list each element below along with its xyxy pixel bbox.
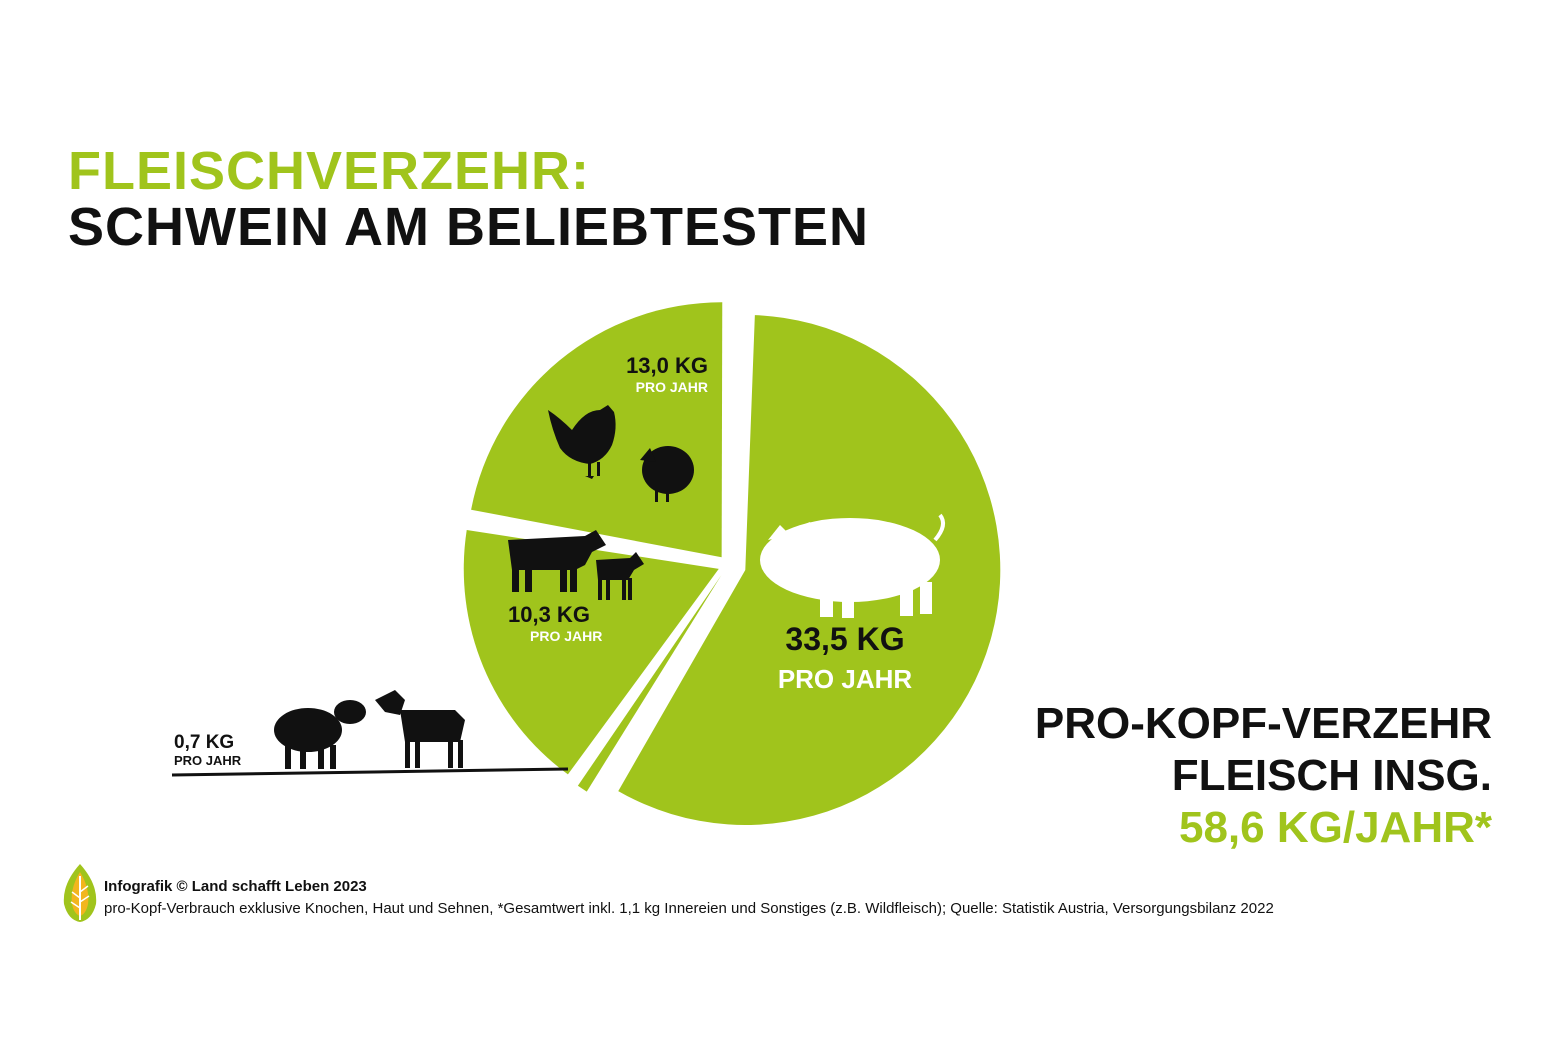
beef-unit-label: PRO JAHR xyxy=(530,628,602,644)
footer-note: pro-Kopf-Verbrauch exklusive Knochen, Ha… xyxy=(104,900,1274,917)
poultry-value-label: 13,0 KG xyxy=(626,353,708,378)
lamb-baseline xyxy=(171,767,569,777)
chicken-and-turkey-icon xyxy=(548,405,694,502)
svg-text:PRO JAHR: PRO JAHR xyxy=(636,379,708,395)
footer-credit: Infografik © Land schafft Leben 2023 xyxy=(104,878,367,895)
svg-text:10,3 KG: 10,3 KG xyxy=(508,602,590,627)
pig-icon xyxy=(760,513,946,618)
lamb-value-label: 0,7 KG xyxy=(174,732,234,753)
svg-text:PRO JAHR: PRO JAHR xyxy=(778,664,913,694)
total-value: 58,6 KG/JAHR* xyxy=(1178,803,1492,852)
svg-text:33,5 KG: 33,5 KG xyxy=(785,621,904,657)
pig-value-label: 33,5 KG xyxy=(785,621,904,657)
total-line-2: FLEISCH INSG. xyxy=(1171,751,1492,800)
total-consumption: PRO-KOPF-VERZEHR FLEISCH INSG. 58,6 KG/J… xyxy=(1035,698,1492,854)
title-line-2: SCHWEIN AM BELIEBTESTEN xyxy=(68,197,870,257)
leaf-logo-icon xyxy=(63,864,97,922)
sheep-and-goat-icon xyxy=(274,690,465,769)
cow-and-calf-icon xyxy=(508,530,644,600)
svg-text:0,7 KG: 0,7 KG xyxy=(174,732,234,753)
footer: Infografik © Land schafft Leben 2023 pro… xyxy=(104,876,1274,920)
pig-unit-label: PRO JAHR xyxy=(778,664,913,694)
poultry-unit-label: PRO JAHR xyxy=(636,379,708,395)
svg-text:PRO JAHR: PRO JAHR xyxy=(530,628,602,644)
pie-slice-lamb xyxy=(577,575,722,792)
svg-text:13,0 KG: 13,0 KG xyxy=(626,353,708,378)
total-line-1: PRO-KOPF-VERZEHR xyxy=(1034,699,1492,748)
title-line-1: FLEISCHVERZEHR: xyxy=(68,141,591,201)
svg-text:PRO JAHR: PRO JAHR xyxy=(174,753,242,768)
lamb-unit-label: PRO JAHR xyxy=(174,753,242,768)
beef-value-label: 10,3 KG xyxy=(508,602,590,627)
